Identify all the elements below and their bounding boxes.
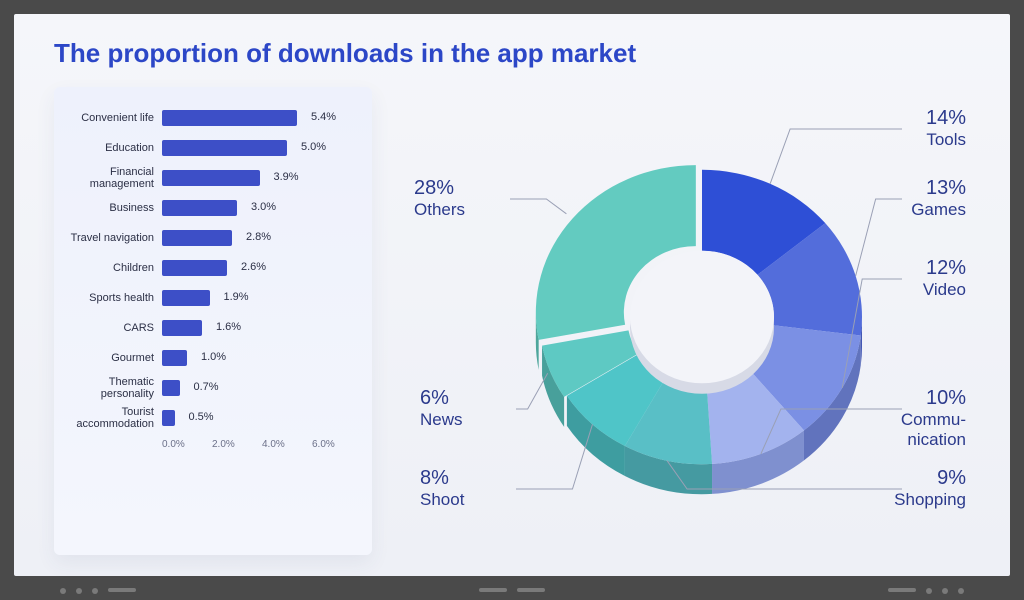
bar-fill xyxy=(162,260,227,276)
bar-axis-tick: 0.0% xyxy=(162,439,212,450)
donut-label-name: Tools xyxy=(926,130,966,149)
device-frame: The proportion of downloads in the app m… xyxy=(0,0,1024,600)
bar-row: Travel navigation 2.8% xyxy=(66,223,354,253)
bar-label: Convenient life xyxy=(66,112,162,124)
page-title: The proportion of downloads in the app m… xyxy=(54,38,970,69)
bar-row: Business 3.0% xyxy=(66,193,354,223)
bar-value: 3.0% xyxy=(251,201,276,213)
donut-label: 8%Shoot xyxy=(420,467,516,510)
bar-fill xyxy=(162,140,287,156)
bar-fill xyxy=(162,320,202,336)
bar-chart-panel: Convenient life 5.4% Education 5.0% Financia… xyxy=(54,87,372,555)
bar-row: Thematic personality 0.7% xyxy=(66,373,354,403)
donut-leader-line xyxy=(510,199,566,214)
bar-label: Financial management xyxy=(66,166,162,190)
screen: The proportion of downloads in the app m… xyxy=(14,14,1010,576)
bar-value: 1.9% xyxy=(224,291,249,303)
bar-track: 5.0% xyxy=(162,140,354,156)
donut-label-name: Commu- nication xyxy=(901,410,966,449)
donut-label-name: Shopping xyxy=(894,490,966,509)
donut-label-pct: 13% xyxy=(870,177,966,200)
bar-value: 0.7% xyxy=(194,381,219,393)
bar-value: 1.6% xyxy=(216,321,241,333)
bar-track: 2.6% xyxy=(162,260,354,276)
bar-track: 0.7% xyxy=(162,380,354,396)
bar-row: Children 2.6% xyxy=(66,253,354,283)
bar-value: 2.8% xyxy=(246,231,271,243)
donut-label-pct: 6% xyxy=(420,387,516,410)
bar-track: 5.4% xyxy=(162,110,354,126)
bar-track: 1.0% xyxy=(162,350,354,366)
bar-label: Tourist accommodation xyxy=(66,406,162,430)
bar-axis-tick: 2.0% xyxy=(212,439,262,450)
bar-axis-tick: 4.0% xyxy=(262,439,312,450)
donut-label-name: Games xyxy=(911,200,966,219)
donut-label: 10%Commu- nication xyxy=(870,387,966,451)
donut-label: 9%Shopping xyxy=(870,467,966,510)
bar-value: 0.5% xyxy=(189,411,214,423)
bar-fill xyxy=(162,380,180,396)
bar-fill xyxy=(162,110,297,126)
bar-value: 5.0% xyxy=(301,141,326,153)
bar-value: 5.4% xyxy=(311,111,336,123)
donut-label: 14%Tools xyxy=(870,107,966,150)
bar-track: 1.9% xyxy=(162,290,354,306)
content-row: Convenient life 5.4% Education 5.0% Financia… xyxy=(54,87,970,555)
donut-label-pct: 14% xyxy=(870,107,966,130)
donut-label-pct: 9% xyxy=(870,467,966,490)
donut-label: 6%News xyxy=(420,387,516,430)
bar-label: Gourmet xyxy=(66,352,162,364)
bar-value: 2.6% xyxy=(241,261,266,273)
donut-inner-hole xyxy=(630,251,774,383)
bar-label: Children xyxy=(66,262,162,274)
bar-fill xyxy=(162,200,237,216)
bar-label: Business xyxy=(66,202,162,214)
donut-label-name: Video xyxy=(923,280,966,299)
bar-fill xyxy=(162,350,187,366)
donut-label: 12%Video xyxy=(870,257,966,300)
bar-label: Education xyxy=(66,142,162,154)
donut-label-name: Others xyxy=(414,200,465,219)
donut-label-pct: 28% xyxy=(414,177,510,200)
bar-track: 2.8% xyxy=(162,230,354,246)
donut-label-name: Shoot xyxy=(420,490,464,509)
bar-label: Thematic personality xyxy=(66,376,162,400)
bar-track: 3.0% xyxy=(162,200,354,216)
donut-chart: 14%Tools 13%Games 12%Video 10%Commu- nicati… xyxy=(402,87,970,555)
donut-label-pct: 8% xyxy=(420,467,516,490)
bar-row: CARS 1.6% xyxy=(66,313,354,343)
donut-label: 13%Games xyxy=(870,177,966,220)
bar-row: Sports health 1.9% xyxy=(66,283,354,313)
bar-value: 1.0% xyxy=(201,351,226,363)
bar-row: Convenient life 5.4% xyxy=(66,103,354,133)
bar-axis-tick: 6.0% xyxy=(312,439,335,450)
bar-label: CARS xyxy=(66,322,162,334)
bar-fill xyxy=(162,410,175,426)
device-bottom-strip xyxy=(0,588,1024,594)
bar-row: Financial management 3.9% xyxy=(66,163,354,193)
bar-row: Gourmet 1.0% xyxy=(66,343,354,373)
bar-value: 3.9% xyxy=(274,171,299,183)
bar-track: 3.9% xyxy=(162,170,354,186)
bar-label: Sports health xyxy=(66,292,162,304)
bar-fill xyxy=(162,230,232,246)
bar-label: Travel navigation xyxy=(66,232,162,244)
bar-fill xyxy=(162,170,260,186)
donut-label-pct: 10% xyxy=(870,387,966,410)
bar-track: 1.6% xyxy=(162,320,354,336)
donut-label: 28%Others xyxy=(414,177,510,220)
donut-label-pct: 12% xyxy=(870,257,966,280)
bar-track: 0.5% xyxy=(162,410,354,426)
bar-row: Education 5.0% xyxy=(66,133,354,163)
bar-row: Tourist accommodation 0.5% xyxy=(66,403,354,433)
donut-label-name: News xyxy=(420,410,463,429)
bar-fill xyxy=(162,290,210,306)
